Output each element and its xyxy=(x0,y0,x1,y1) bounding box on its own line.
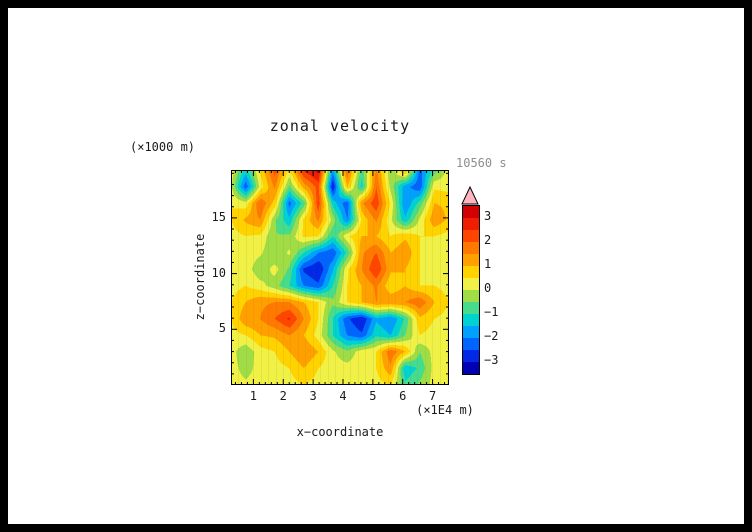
colorbar-band xyxy=(463,326,479,338)
colorbar-band xyxy=(463,218,479,230)
colorbar-band xyxy=(463,230,479,242)
colorbar-tick-label: −3 xyxy=(484,353,499,367)
y-tick-label: 10 xyxy=(211,265,226,280)
colorbar-band xyxy=(463,290,479,302)
colorbar-tick-label: 0 xyxy=(484,281,492,295)
time-label: 10560 s xyxy=(456,156,507,170)
colorbar-tick-label: 1 xyxy=(484,257,492,271)
colorbar-band xyxy=(463,206,479,218)
colorbar-band xyxy=(463,242,479,254)
colorbar-band xyxy=(463,254,479,266)
x-tick-label: 3 xyxy=(309,389,317,403)
colorbar-band xyxy=(463,314,479,326)
y-tick-label: 15 xyxy=(211,209,226,224)
x-tick-label: 5 xyxy=(369,389,377,403)
x-tick-label: 1 xyxy=(249,389,257,403)
colorbar-tick-label: 2 xyxy=(484,233,492,247)
heatmap-canvas xyxy=(231,170,449,385)
colorbar-band xyxy=(463,302,479,314)
x-axis-unit-label: (×1E4 m) xyxy=(416,403,474,417)
colorbar-band xyxy=(463,278,479,290)
chart-title: zonal velocity xyxy=(269,117,411,135)
colorbar xyxy=(462,205,480,375)
x-axis-label: x−coordinate xyxy=(296,425,384,439)
colorbar-band xyxy=(463,362,479,374)
x-tick-label: 6 xyxy=(399,389,407,403)
colorbar-over-arrow-icon xyxy=(461,186,479,205)
colorbar-tick-label: −2 xyxy=(484,329,499,343)
colorbar-tick-label: 3 xyxy=(484,209,492,223)
colorbar-band xyxy=(463,266,479,278)
colorbar-tick-label: −1 xyxy=(484,305,499,319)
colorbar-band xyxy=(463,350,479,362)
x-tick-label: 2 xyxy=(279,389,287,403)
colorbar-band xyxy=(463,338,479,350)
y-tick-label: 5 xyxy=(218,321,226,336)
y-axis-unit-label: (×1000 m) xyxy=(130,140,196,154)
x-tick-label: 7 xyxy=(428,389,437,403)
x-tick-label: 4 xyxy=(339,389,347,403)
